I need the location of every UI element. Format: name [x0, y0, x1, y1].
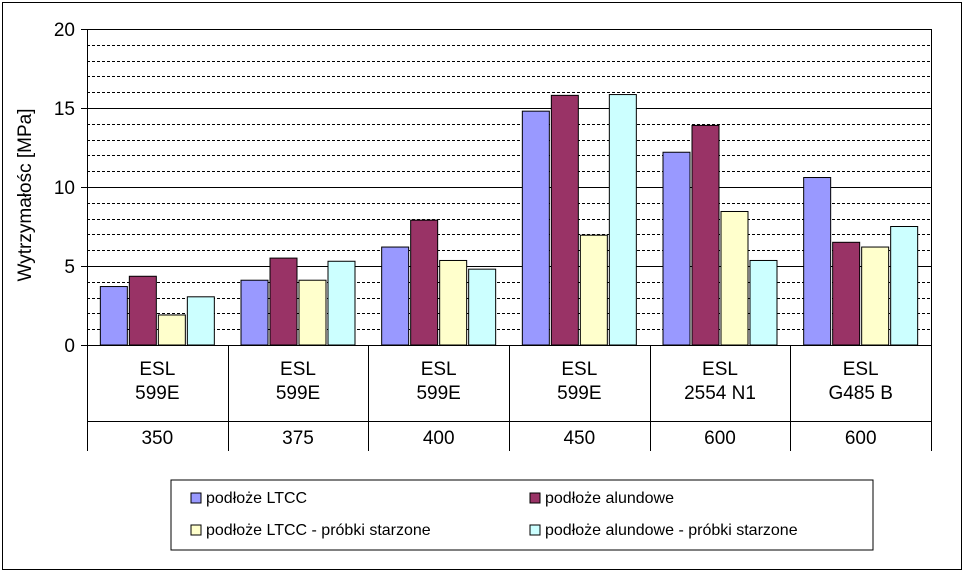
y-tick-label: 20: [54, 20, 75, 41]
bar-series-2-cat-4: [550, 94, 579, 346]
bar-series-3-cat-3: [439, 259, 468, 346]
category-label-line2: 599E: [416, 383, 460, 404]
bar-series-3-cat-5: [720, 210, 749, 346]
bar-series-1-cat-6: [803, 177, 832, 346]
bar-series-1-cat-3: [381, 246, 410, 346]
y-tick-label: 0: [64, 336, 75, 357]
legend: podłoże LTCC podłoże alundowe podłoże LTCC…: [170, 479, 874, 551]
bar-series-1-cat-4: [521, 110, 550, 346]
legend-swatch: [190, 492, 202, 504]
legend-swatch: [529, 524, 541, 536]
category-label-line2: 599E: [557, 383, 601, 404]
bar-series-3-cat-6: [861, 246, 890, 346]
bar-series-3-cat-1: [157, 314, 186, 346]
category-label-line3: 400: [423, 428, 455, 449]
bar-series-2-cat-1: [128, 275, 157, 346]
y-tick-label: 5: [64, 257, 75, 278]
bar-series-3-cat-4: [579, 234, 608, 346]
bar-series-2-cat-3: [410, 219, 439, 346]
y-tick-label: 15: [54, 99, 75, 120]
bar-series-4-cat-5: [749, 259, 778, 346]
legend-swatch: [190, 524, 202, 536]
category-label-line2: 599E: [276, 383, 320, 404]
bar-series-2-cat-6: [832, 241, 861, 346]
category-label-line3: 450: [563, 428, 595, 449]
bar-series-2-cat-2: [269, 257, 298, 346]
category-label-line3: 600: [704, 428, 736, 449]
y-tick-label: 10: [54, 178, 75, 199]
legend-label: podłoże alundowe: [545, 490, 674, 507]
bars: [99, 94, 919, 346]
legend-label: podłoże LTCC - próbki starzone: [206, 522, 431, 539]
category-label-line1: ESL: [702, 359, 738, 380]
y-tick-labels: 0 5 10 15 20: [54, 20, 75, 357]
bar-series-4-cat-1: [186, 296, 215, 346]
category-label-line3: 375: [282, 428, 314, 449]
category-label-line3: 350: [141, 428, 173, 449]
category-label-line1: ESL: [280, 359, 316, 380]
x-category-labels: ESL 599E 350 ESL 599E 375 ESL 599E 400 ESL 599E 450…: [135, 359, 893, 449]
bar-series-4-cat-2: [327, 260, 356, 346]
category-label-line2: 2554 N1: [684, 383, 756, 404]
category-label-line1: ESL: [843, 359, 879, 380]
legend-label: podłoże alundowe - próbki starzone: [545, 522, 798, 539]
legend-box: [170, 479, 874, 551]
category-label-line1: ESL: [139, 359, 175, 380]
y-axis-label: Wytrzymałośc [MPa]: [15, 109, 36, 282]
chart-frame: 0 5 10 15 20 ESL 599E 350 ESL 599E 375 ESL 599E 400 E…: [2, 2, 962, 570]
bar-series-3-cat-2: [298, 279, 327, 346]
legend-label: podłoże LTCC: [206, 490, 307, 507]
bar-series-1-cat-1: [99, 286, 128, 346]
bar-series-2-cat-5: [691, 124, 720, 346]
bar-series-1-cat-5: [662, 151, 691, 346]
category-label-line2: 599E: [135, 383, 179, 404]
bar-series-4-cat-3: [468, 268, 497, 346]
category-label-line1: ESL: [421, 359, 457, 380]
category-label-line2: G485 B: [828, 383, 892, 404]
category-label-line3: 600: [845, 428, 877, 449]
category-label-line1: ESL: [561, 359, 597, 380]
bar-series-4-cat-6: [890, 226, 919, 346]
axes: [81, 29, 932, 451]
bar-series-4-cat-4: [608, 94, 637, 346]
legend-swatch: [529, 492, 541, 504]
bar-series-1-cat-2: [240, 279, 269, 346]
